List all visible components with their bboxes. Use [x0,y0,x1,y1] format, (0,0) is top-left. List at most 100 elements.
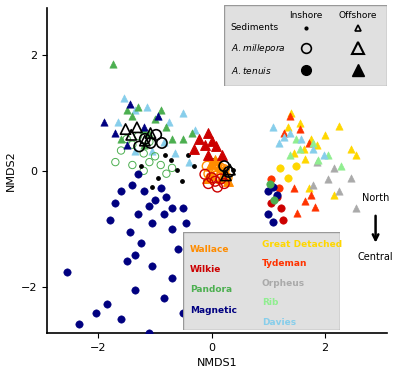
Point [205,151,212,157]
Point [224,178,231,184]
Point [227,167,233,173]
Point [169,275,175,281]
Point [183,220,190,226]
Point [296,146,303,152]
Point [169,205,175,211]
Point [124,142,130,148]
Point [274,192,280,198]
Point [104,301,110,307]
Point [140,142,147,148]
Point [214,304,221,310]
Point [221,163,228,169]
Point [353,205,360,211]
Point [129,142,136,148]
Point [314,159,320,165]
Point [158,162,164,168]
Point [146,159,152,165]
Point [221,181,228,187]
Point [126,101,133,107]
Point [153,132,159,138]
Point [306,185,312,191]
Point [185,151,191,157]
Point [158,107,164,113]
Point [129,113,136,119]
Point [278,205,284,211]
Point [302,156,308,162]
Point [106,217,113,223]
Point [205,130,212,136]
Point [330,192,337,198]
Text: North: North [362,193,389,203]
Point [155,175,161,181]
Point [287,113,293,119]
Point [212,178,218,184]
Point [242,275,249,281]
Point [163,194,170,200]
Point [280,217,286,223]
Point [221,167,228,173]
Point [158,185,164,191]
Point [122,126,129,132]
Point [276,165,283,171]
Point [162,151,168,157]
Point [211,167,218,173]
Point [271,197,277,203]
Point [276,140,282,146]
Point [180,205,186,211]
Point [302,198,308,204]
Point [135,133,141,139]
Point [268,200,274,206]
Point [140,168,147,174]
Point [160,211,167,217]
Point [348,175,354,181]
Point [268,177,274,183]
Point [124,107,130,113]
Point [287,130,293,136]
Point [202,171,208,177]
Point [215,163,222,169]
Point [322,132,328,138]
Point [75,322,82,328]
Point [126,229,133,234]
Point [196,136,202,142]
Point [180,136,186,142]
Point [174,246,181,252]
Point [291,150,297,156]
Point [219,151,225,157]
Point [274,194,280,200]
Point [270,219,276,225]
Point [204,175,210,181]
Point [152,197,158,203]
Point [336,188,342,194]
Point [121,95,127,101]
Point [186,258,192,264]
Point [190,163,197,169]
Point [206,171,212,177]
Point [64,269,70,275]
Point [129,162,136,168]
Point [160,139,167,145]
Point [218,176,224,182]
Point [208,161,214,167]
Point [197,237,204,243]
Point [325,177,331,183]
Point [152,116,158,122]
Point [169,226,175,232]
Point [221,175,228,181]
Point [325,151,331,157]
Point [180,110,186,116]
Point [296,120,303,126]
Point [202,142,208,148]
Point [292,136,299,142]
Point [213,161,220,167]
Point [291,185,297,191]
Point [135,104,141,110]
Point [314,142,320,148]
Point [166,119,172,125]
Point [112,200,118,206]
Point [281,134,288,140]
Point [135,171,141,177]
Point [266,181,273,187]
Point [298,136,304,142]
Point [146,330,152,336]
